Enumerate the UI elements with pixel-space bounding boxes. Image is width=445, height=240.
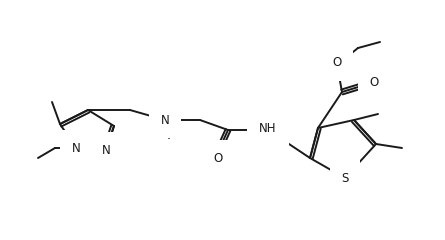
Text: O: O [369,77,379,90]
Text: N: N [101,144,110,156]
Text: O: O [213,151,222,164]
Text: O: O [332,56,342,70]
Text: N: N [72,142,81,155]
Text: N: N [161,114,170,126]
Text: NH: NH [259,122,277,136]
Text: S: S [341,172,349,185]
